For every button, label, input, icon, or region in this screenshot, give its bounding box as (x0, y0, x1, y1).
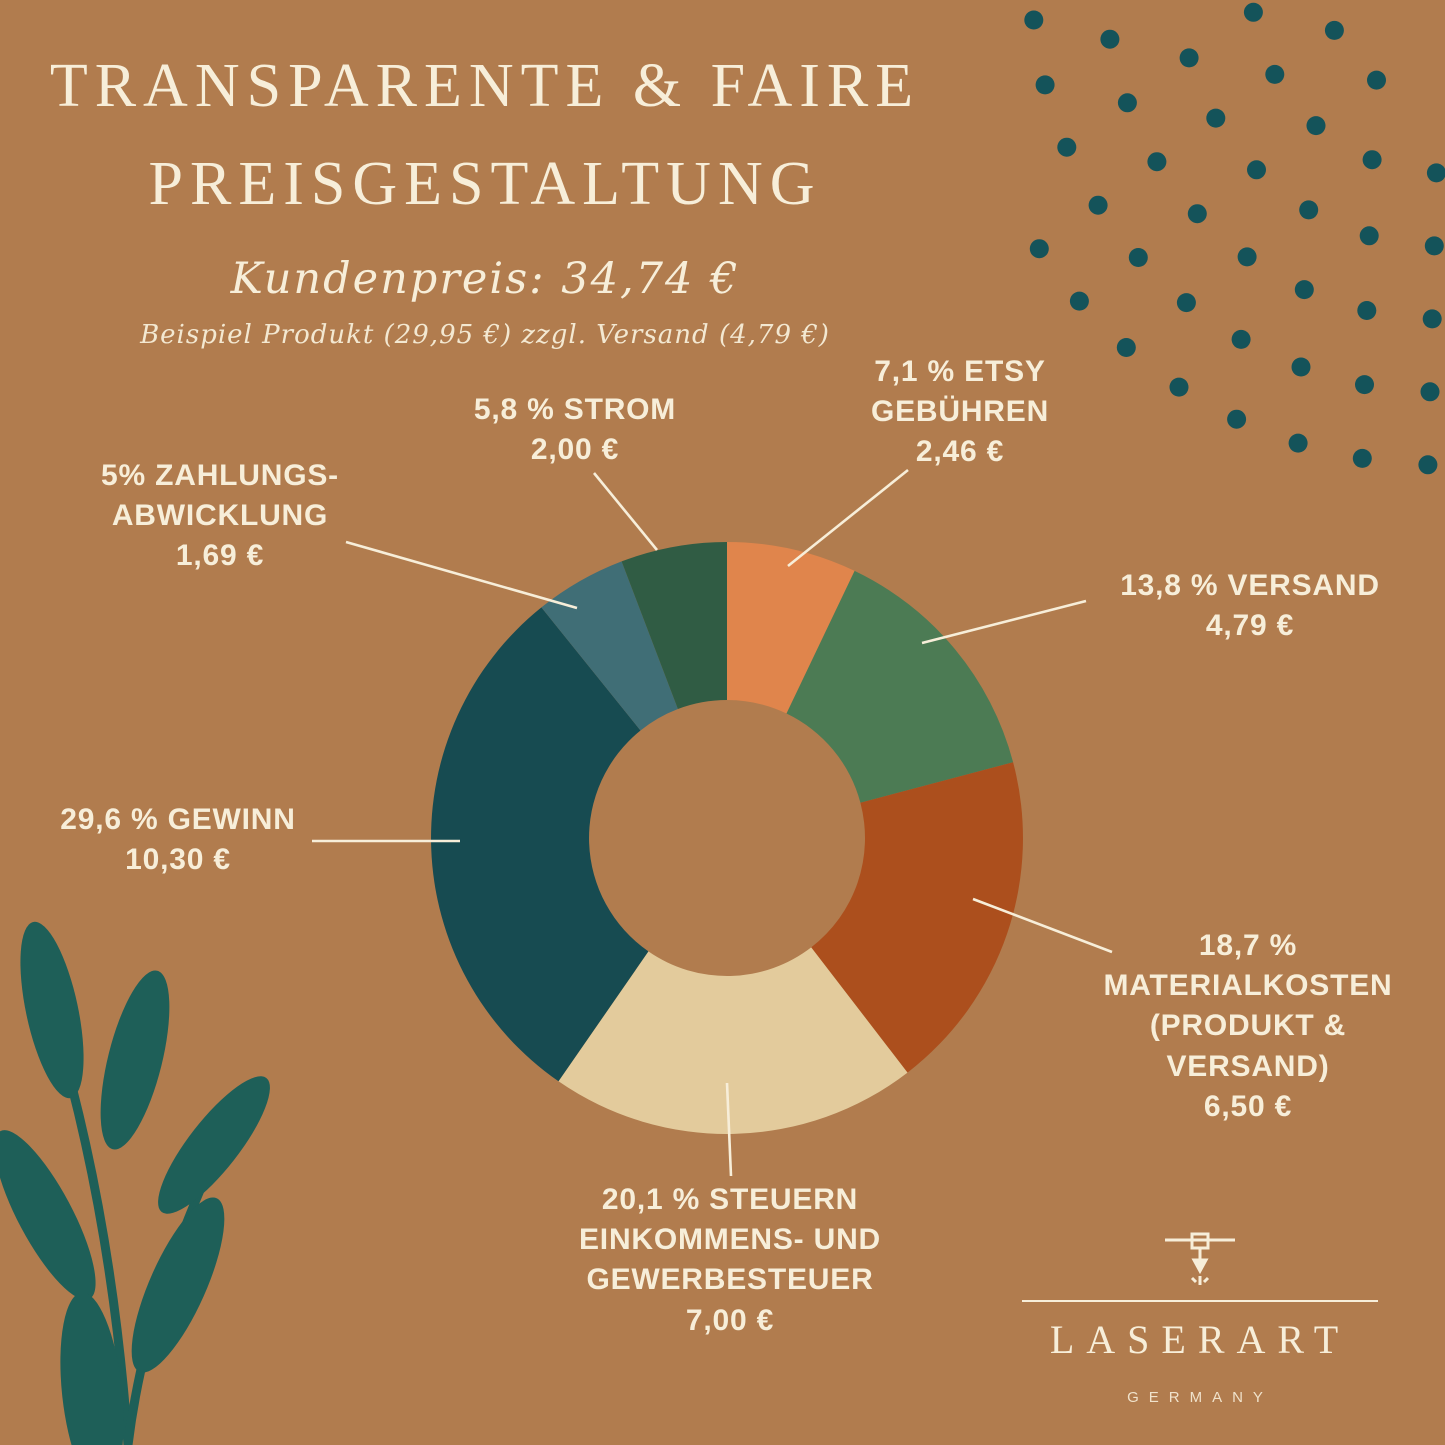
decor-dot-icon (1294, 280, 1314, 300)
callout-line: 29,6 % GEWINN (60, 803, 296, 836)
decor-dot-icon (1147, 152, 1167, 172)
decor-dot-icon (1187, 204, 1207, 224)
decor-dot-icon (1291, 357, 1311, 377)
leader-zahlung (345, 540, 578, 610)
slice-gewinn (431, 607, 649, 1082)
callout-material: 18,7 % MATERIALKOSTEN (PRODUKT & VERSAND) 6,… (1078, 926, 1418, 1127)
slice-zahlungsabwicklung (541, 561, 678, 731)
page-title: TRANSPARENTE & FAIRE PREISGESTALTUNG (45, 38, 925, 234)
decor-dot-icon (1243, 2, 1263, 22)
callout-strom: 5,8 % STROM 2,00 € (430, 390, 720, 470)
title-line-1: TRANSPARENTE & FAIRE (49, 52, 921, 120)
callout-gewinn: 29,6 % GEWINN 10,30 € (28, 800, 328, 880)
decor-dot-icon (1057, 137, 1077, 157)
callout-line: 7,1 % ETSY (874, 355, 1046, 388)
customer-price: Kundenpreis: 34,74 € (230, 253, 740, 304)
donut-slices (431, 541, 1023, 1134)
decor-dot-icon (1362, 150, 1382, 170)
callout-line: MATERIALKOSTEN (1103, 969, 1393, 1003)
callout-steuern: 20,1 % STEUERN EINKOMMENS- UND GEWERBESTEU… (525, 1180, 935, 1341)
callout-line: 5,8 % STROM (473, 393, 677, 426)
callout-line: ABWICKLUNG (111, 499, 329, 533)
decor-dot-icon (1176, 293, 1196, 313)
decor-dot-icon (1306, 116, 1326, 136)
logo-wordmark: LASERART (1049, 1317, 1351, 1362)
decor-dot-icon (1117, 93, 1137, 113)
decor-dot-icon (1352, 448, 1372, 468)
callout-zahlung: 5% ZAHLUNGS- ABWICKLUNG 1,69 € (70, 456, 370, 577)
slice-steuern-einkommens-und-gewerbesteuer (558, 947, 908, 1134)
header: TRANSPARENTE & FAIRE PREISGESTALTUNG Kun… (45, 38, 925, 350)
decor-dot-icon (1169, 377, 1189, 397)
decor-dot-icon (1035, 75, 1055, 95)
callout-line: 5% ZAHLUNGS- (101, 459, 339, 492)
decor-dot-icon (1357, 301, 1377, 320)
decor-dot-icon (1088, 195, 1108, 215)
decor-dot-icon (1426, 163, 1445, 183)
callout-line: EINKOMMENS- UND (579, 1223, 881, 1257)
callout-line: 13,8 % VERSAND (1120, 569, 1380, 602)
laser-engraver-icon (1165, 1232, 1235, 1285)
slice-materialkosten-produkt-versand (811, 762, 1023, 1073)
callout-etsy: 7,1 % ETSY GEBÜHREN 2,46 € (810, 352, 1110, 473)
callout-line: 18,7 % (1198, 929, 1298, 962)
callout-line: GEWERBESTEUER (586, 1263, 874, 1297)
callout-line: VERSAND) (1166, 1049, 1330, 1083)
leader-strom (592, 472, 659, 551)
leader-etsy (787, 468, 909, 568)
decor-dot-icon (1355, 375, 1374, 395)
decor-dot-icon (1116, 338, 1136, 357)
decor-dot-icon (1367, 70, 1386, 90)
logo-divider (1022, 1300, 1378, 1302)
brand-logo: LASERART GERMANY (1022, 1230, 1378, 1406)
plant-icon (0, 921, 270, 1445)
logo-country: GERMANY (1127, 1389, 1273, 1406)
callout-line: (PRODUKT & (1149, 1009, 1347, 1043)
dots-pattern-icon (1024, 2, 1445, 475)
leader-steuern (725, 1082, 733, 1177)
decor-dot-icon (1128, 248, 1148, 267)
decor-dot-icon (1024, 10, 1044, 30)
decor-dot-icon (1029, 239, 1049, 259)
decor-dot-icon (1324, 20, 1344, 40)
callout-line: 7,00 € (685, 1303, 775, 1337)
callout-line: 6,50 € (1203, 1089, 1293, 1123)
leader-versand (921, 599, 1087, 645)
decor-dot-icon (1299, 200, 1319, 220)
slice-versand (786, 570, 1014, 803)
decor-dot-icon (1237, 247, 1257, 267)
callout-line: 1,69 € (175, 539, 265, 573)
decor-dot-icon (1420, 382, 1440, 402)
decor-dot-icon (1231, 329, 1251, 349)
decor-dot-icon (1069, 291, 1089, 311)
decor-dot-icon (1227, 409, 1247, 429)
decor-dot-icon (1288, 433, 1308, 453)
callout-line: 4,79 € (1205, 609, 1295, 643)
callout-line: 2,46 € (915, 435, 1005, 469)
example-note: Beispiel Produkt (29,95 €) zzgl. Versand… (140, 319, 830, 350)
callout-line: 2,00 € (530, 433, 620, 467)
title-line-2: PREISGESTALTUNG (148, 149, 822, 218)
decor-dot-icon (1265, 64, 1285, 84)
decor-dot-icon (1359, 226, 1379, 246)
decor-dot-icon (1247, 160, 1266, 180)
callout-line: 10,30 € (125, 843, 231, 877)
leader-lines (312, 468, 1113, 1177)
leader-material (972, 897, 1113, 954)
decor-dot-icon (1418, 455, 1438, 475)
slice-etsy-geb-hren (727, 541, 855, 714)
decor-dot-icon (1206, 108, 1226, 128)
decor-dot-icon (1179, 48, 1199, 68)
decor-dot-icon (1100, 29, 1120, 49)
decor-dot-icon (1424, 236, 1444, 256)
callout-line: 20,1 % STEUERN (601, 1183, 859, 1216)
callout-versand: 13,8 % VERSAND 4,79 € (1080, 566, 1420, 646)
slice-strom (621, 542, 727, 709)
callout-line: GEBÜHREN (870, 395, 1050, 429)
decor-dot-icon (1422, 309, 1442, 329)
